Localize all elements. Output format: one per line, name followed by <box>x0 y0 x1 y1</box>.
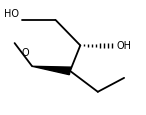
Text: HO: HO <box>4 9 19 18</box>
Text: O: O <box>22 48 29 58</box>
Polygon shape <box>32 67 71 75</box>
Text: OH: OH <box>117 41 132 51</box>
